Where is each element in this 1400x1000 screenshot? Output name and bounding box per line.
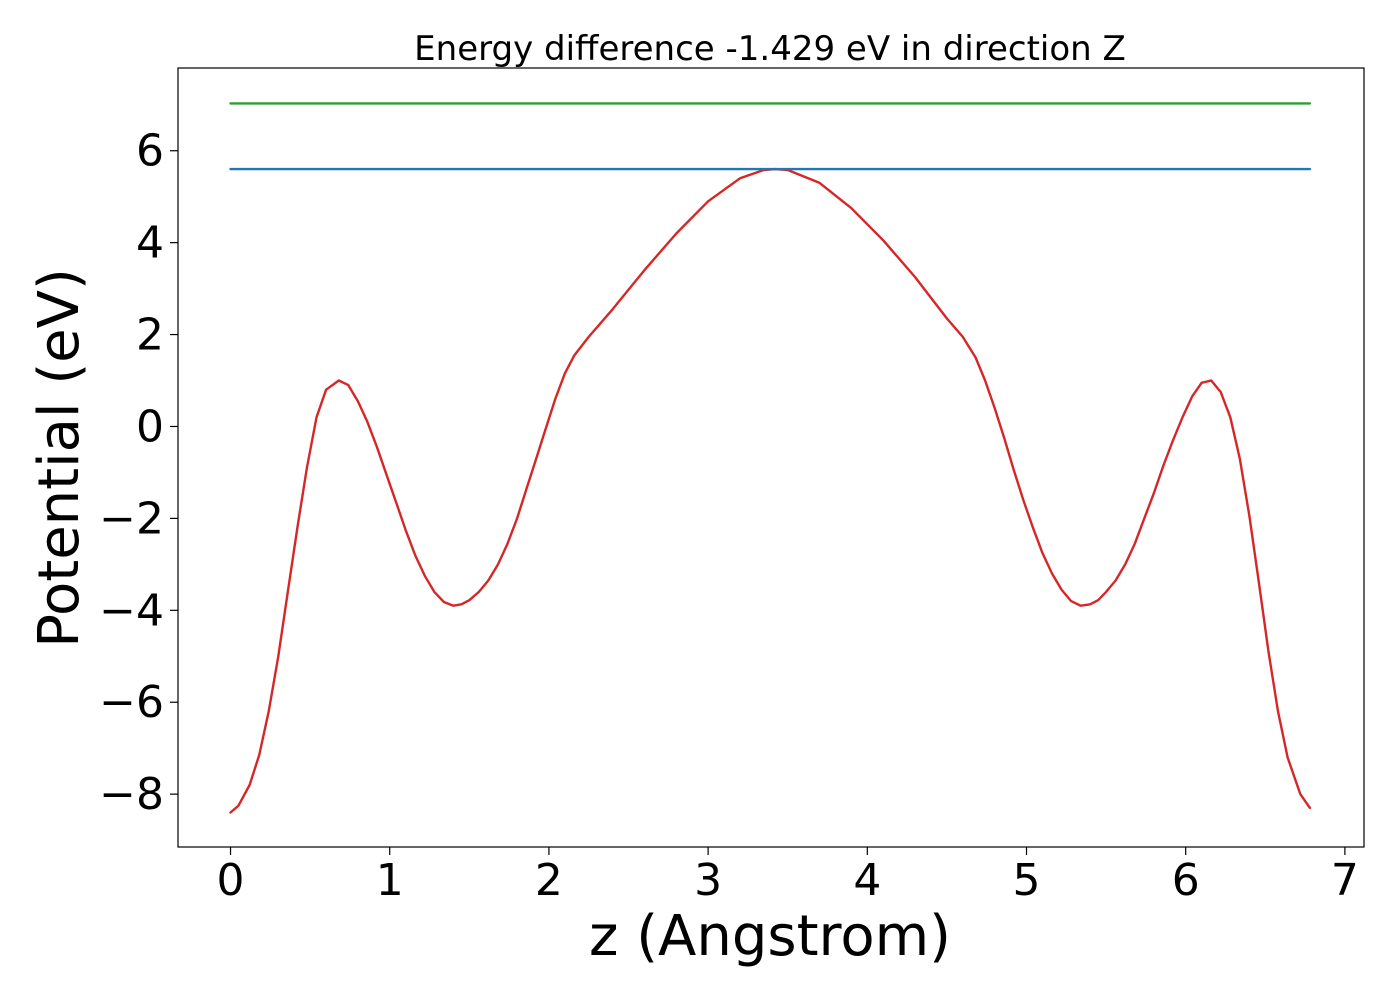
y-tick-label: −6 xyxy=(99,677,164,728)
plot-frame xyxy=(177,67,1365,848)
x-tick-label: 4 xyxy=(853,855,881,906)
x-tick-label: 5 xyxy=(1013,855,1041,906)
y-tick-label: −2 xyxy=(99,493,164,544)
x-tick-label: 1 xyxy=(376,855,404,906)
x-tick-label: 0 xyxy=(217,855,245,906)
x-tick-label: 3 xyxy=(694,855,722,906)
y-axis-label: Potential (eV) xyxy=(27,268,92,648)
y-tick-label: 0 xyxy=(136,401,164,452)
x-axis-label: z (Angstrom) xyxy=(589,904,951,969)
x-tick-label: 7 xyxy=(1331,855,1359,906)
series-line-1 xyxy=(229,167,1312,814)
series-layer xyxy=(229,102,1312,814)
chart-title: Energy difference -1.429 eV in direction… xyxy=(414,29,1126,69)
y-tick-label: −4 xyxy=(99,585,164,636)
x-axis: 0 1 2 3 4 5 6 7 xyxy=(217,847,1359,906)
y-tick-label: 2 xyxy=(136,310,164,361)
y-tick-label: −8 xyxy=(99,769,164,820)
y-tick-label: 4 xyxy=(136,218,164,269)
x-tick-label: 6 xyxy=(1172,855,1200,906)
y-tick-label: 6 xyxy=(136,126,164,177)
x-tick-label: 2 xyxy=(535,855,563,906)
y-axis: −8 −6 −4 −2 0 2 4 6 xyxy=(99,126,178,820)
